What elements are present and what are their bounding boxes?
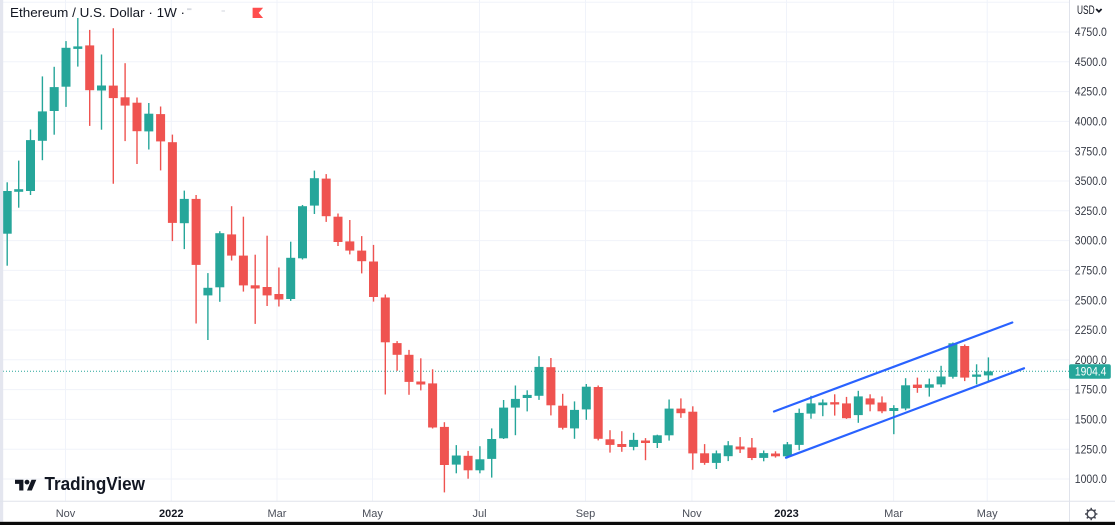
svg-text:May: May	[977, 508, 998, 520]
svg-text:3000.0: 3000.0	[1075, 236, 1107, 248]
svg-text:2022: 2022	[159, 508, 183, 520]
svg-text:May: May	[362, 508, 383, 520]
svg-text:1000.0: 1000.0	[1075, 474, 1107, 486]
svg-text:TradingView: TradingView	[45, 473, 146, 494]
svg-text:3500.0: 3500.0	[1075, 176, 1107, 188]
svg-text:Nov: Nov	[682, 508, 702, 520]
svg-text:Mar: Mar	[268, 508, 287, 520]
svg-text:2000.0: 2000.0	[1075, 355, 1107, 367]
svg-text:4750.0: 4750.0	[1075, 27, 1107, 39]
svg-text:1250.0: 1250.0	[1075, 444, 1107, 456]
svg-text:Jul: Jul	[472, 508, 486, 520]
svg-text:Sep: Sep	[576, 508, 596, 520]
svg-text:Ethereum / U.S. Dollar · 1W ·: Ethereum / U.S. Dollar · 1W ·	[10, 5, 185, 20]
svg-text:1750.0: 1750.0	[1075, 385, 1107, 397]
svg-text:USD: USD	[1077, 5, 1095, 17]
svg-text:Mar: Mar	[884, 508, 903, 520]
svg-text:4500.0: 4500.0	[1075, 57, 1107, 69]
svg-text:1904.4: 1904.4	[1075, 367, 1107, 379]
svg-text:2250.0: 2250.0	[1075, 325, 1107, 337]
svg-text:2750.0: 2750.0	[1075, 266, 1107, 278]
svg-text:3250.0: 3250.0	[1075, 206, 1107, 218]
svg-text:3750.0: 3750.0	[1075, 146, 1107, 158]
svg-text:2500.0: 2500.0	[1075, 295, 1107, 307]
svg-text:4000.0: 4000.0	[1075, 117, 1107, 129]
svg-text:1500.0: 1500.0	[1075, 415, 1107, 427]
svg-text:Nov: Nov	[56, 508, 76, 520]
svg-text:2023: 2023	[774, 508, 798, 520]
svg-text:4250.0: 4250.0	[1075, 87, 1107, 99]
